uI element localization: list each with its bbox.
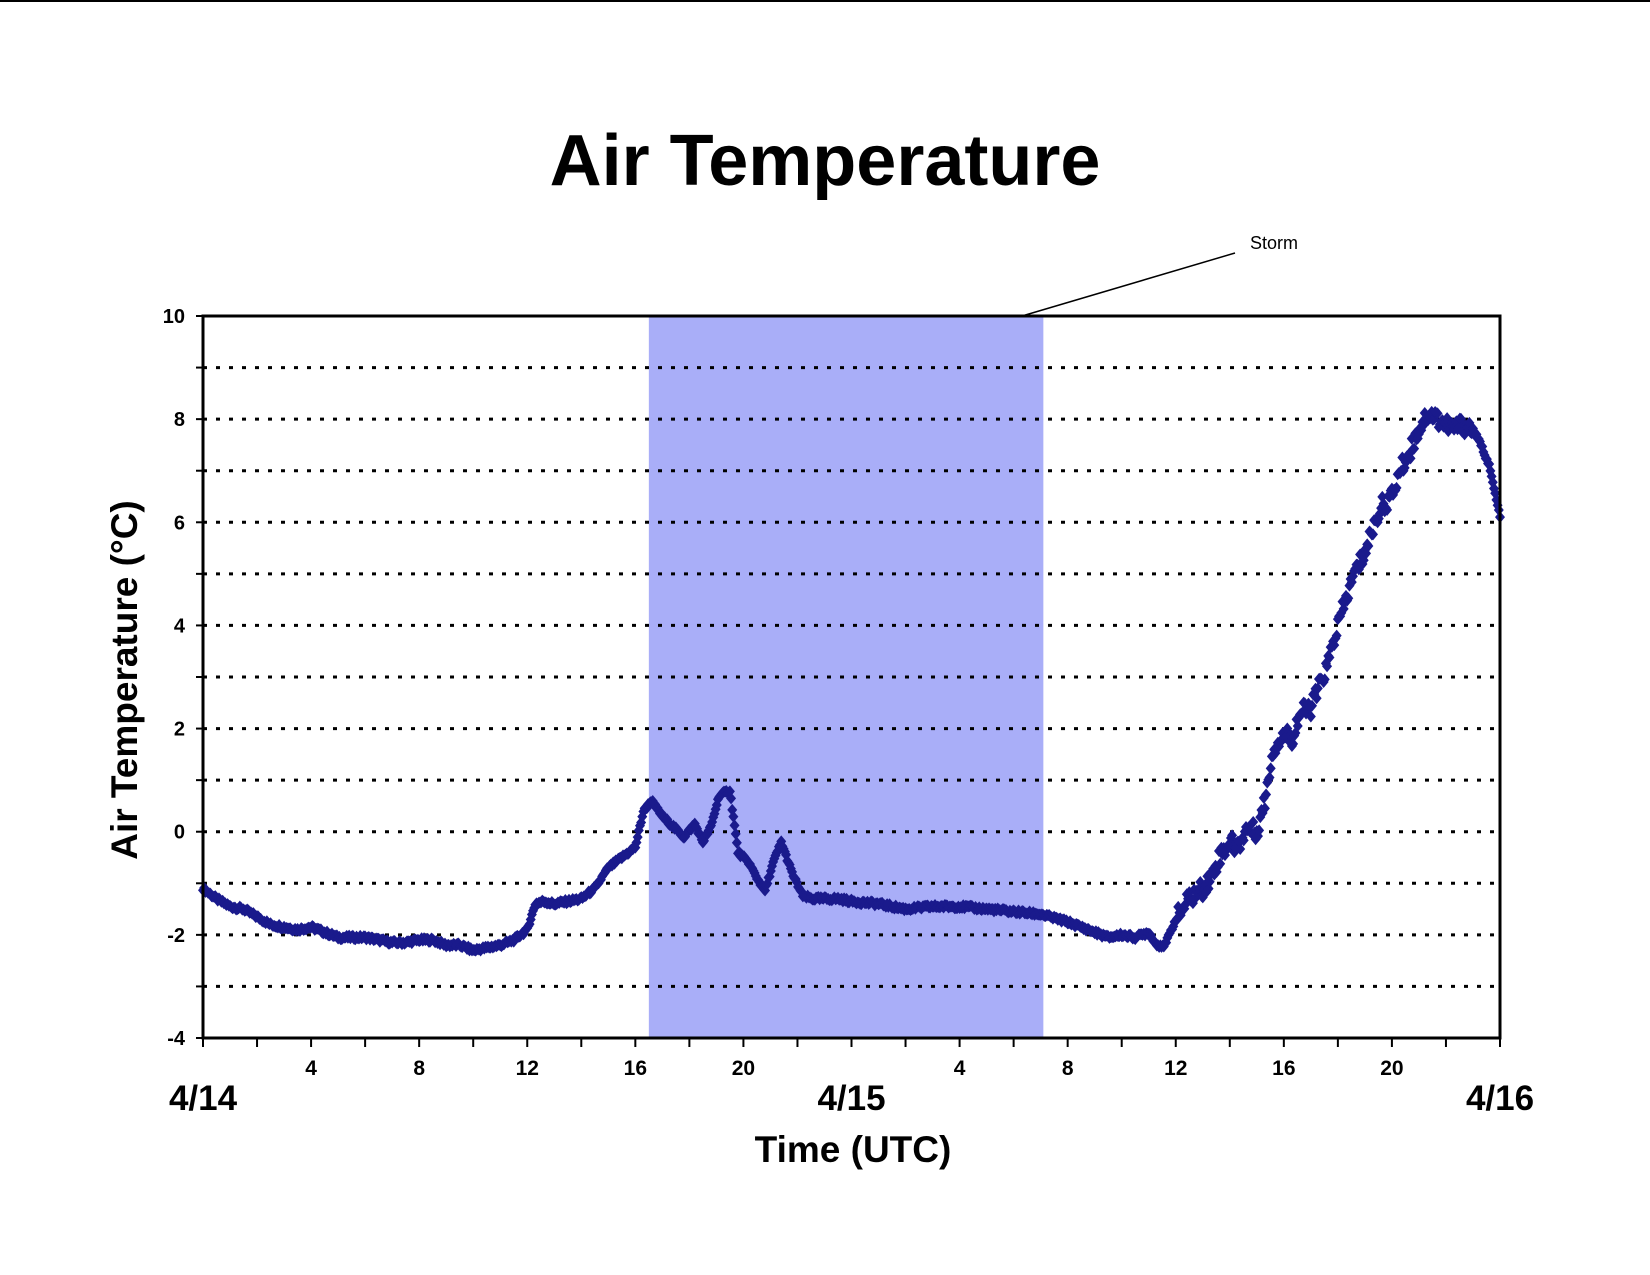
data-point <box>1391 481 1402 494</box>
y-axis-title: Air Temperature (°C) <box>104 500 145 860</box>
x-tick-label: 16 <box>1272 1057 1295 1080</box>
data-point <box>1227 829 1238 842</box>
data-point <box>729 819 740 832</box>
x-axis-tick-labels: 4 8 12 16 20 4 8 12 16 20 <box>305 1057 1403 1080</box>
date-label: 4/16 <box>1466 1079 1534 1118</box>
data-point <box>1312 682 1323 695</box>
data-point <box>726 792 737 805</box>
y-tick-label: 0 <box>174 822 185 844</box>
data-point <box>1305 710 1316 723</box>
x-tick-label: 4 <box>954 1057 966 1080</box>
data-point <box>1254 824 1265 837</box>
data-point <box>1238 834 1249 847</box>
data-point <box>1261 788 1272 801</box>
y-tick-label: 2 <box>174 719 185 741</box>
date-label: 4/15 <box>817 1079 885 1118</box>
data-point <box>1405 452 1416 465</box>
x-tick-label: 8 <box>1062 1057 1074 1080</box>
y-tick-label: 10 <box>163 306 185 328</box>
data-point <box>1235 842 1246 855</box>
x-tick-label: 16 <box>624 1057 647 1080</box>
data-point <box>1368 528 1379 541</box>
data-point <box>1432 407 1443 420</box>
data-point <box>1311 692 1322 705</box>
y-tick-label: 4 <box>174 615 186 637</box>
data-point <box>1292 720 1303 733</box>
plot-frame <box>201 314 1502 1040</box>
data-point <box>731 836 742 849</box>
x-tick-label: 12 <box>516 1057 539 1080</box>
data-point <box>1204 875 1215 888</box>
storm-callout-line <box>1021 252 1236 317</box>
x-tick-label: 4 <box>305 1057 317 1080</box>
y-tick-label: 6 <box>174 512 185 534</box>
data-point <box>1331 629 1342 642</box>
y-axis-tick-labels: -4 -2 0 2 4 6 8 10 <box>163 306 186 1050</box>
data-point <box>1324 651 1335 664</box>
data-point <box>1264 771 1275 784</box>
data-point <box>730 827 741 840</box>
data-point <box>1307 699 1318 712</box>
y-tick-label: -4 <box>167 1028 186 1050</box>
storm-annotation-label: Storm <box>1250 233 1298 253</box>
data-point <box>1343 592 1354 605</box>
data-point <box>1248 816 1259 829</box>
x-axis-title: Time (UTC) <box>755 1129 952 1170</box>
x-tick-label: 8 <box>413 1057 425 1080</box>
data-point <box>728 810 739 823</box>
data-point <box>1319 673 1330 686</box>
x-tick-label: 20 <box>732 1057 755 1080</box>
chart-title: Air Temperature <box>550 121 1101 201</box>
data-point <box>1363 540 1374 553</box>
data-point <box>1288 737 1299 750</box>
date-label: 4/14 <box>169 1079 238 1118</box>
temperature-series <box>198 405 1505 957</box>
data-point <box>1409 442 1420 455</box>
data-point <box>1265 762 1276 775</box>
data-point <box>1259 802 1270 815</box>
y-tick-label: 8 <box>174 409 185 431</box>
x-axis-date-labels: 4/14 4/15 4/16 <box>169 1079 1534 1118</box>
x-tick-label: 20 <box>1380 1057 1403 1080</box>
storm-shaded-region <box>648 316 1044 1038</box>
data-point <box>1215 857 1226 870</box>
x-tick-label: 12 <box>1164 1057 1187 1080</box>
y-tick-label: -2 <box>167 925 185 947</box>
data-point <box>1382 503 1393 516</box>
